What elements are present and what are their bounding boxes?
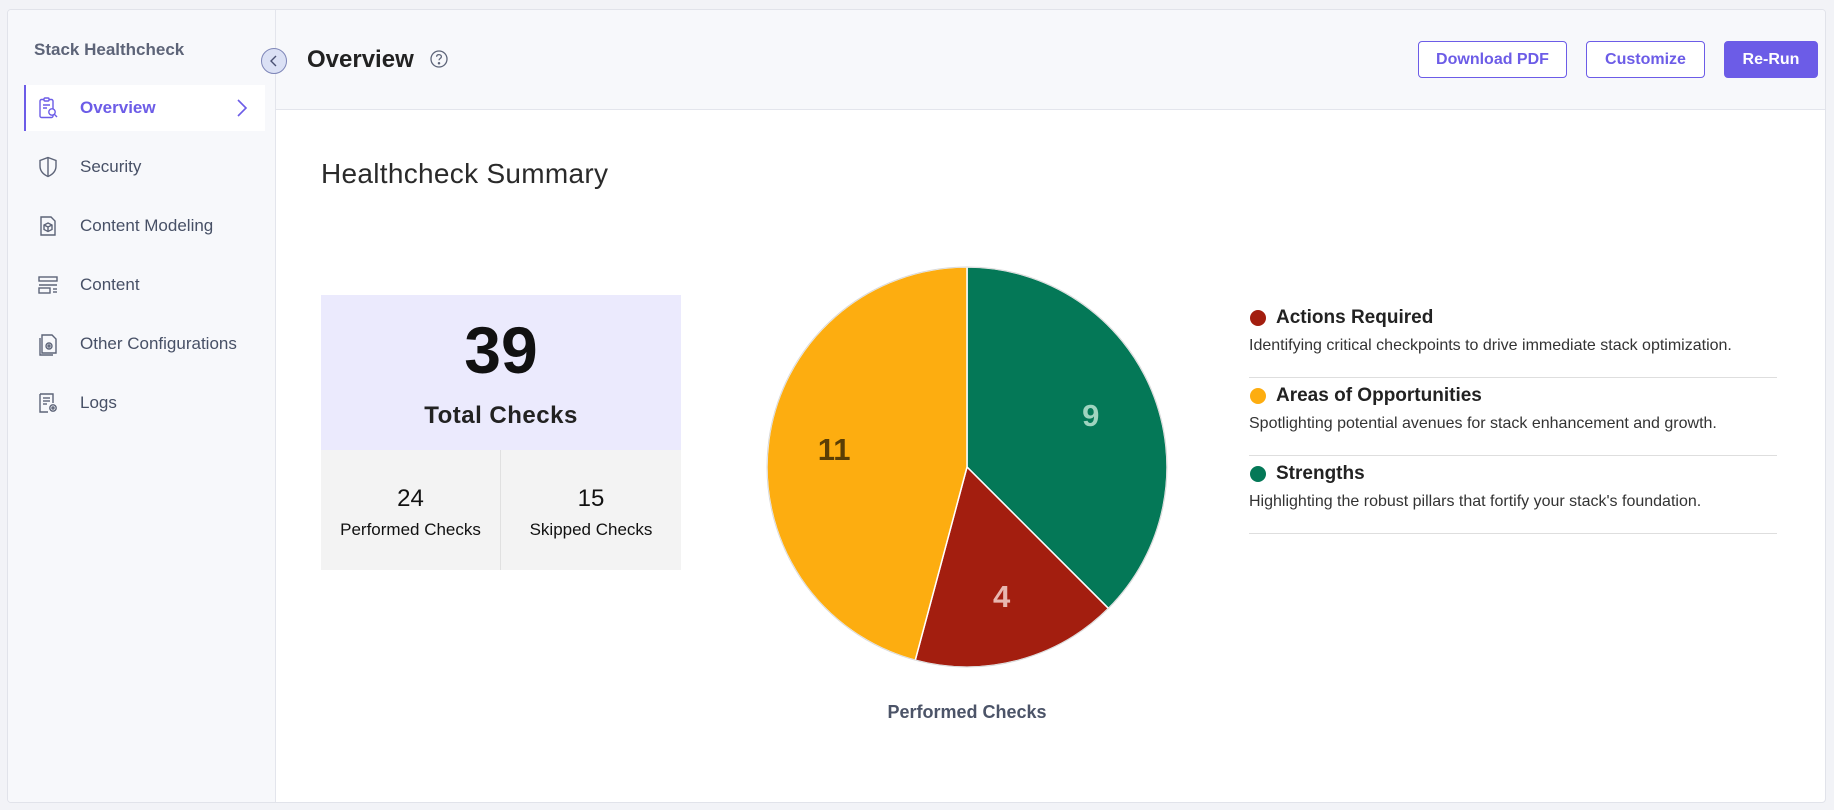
total-checks-label: Total Checks — [424, 402, 578, 429]
skipped-checks-label: Skipped Checks — [529, 520, 653, 539]
sidebar-item-label: Overview — [80, 98, 156, 117]
legend-description: Identifying critical checkpoints to driv… — [1249, 337, 1732, 354]
skipped-checks-card: 15 Skipped Checks — [501, 450, 681, 570]
sidebar-item-label: Content Modeling — [80, 216, 214, 235]
performed-checks-card: 24 Performed Checks — [321, 450, 501, 570]
chart-legend: Actions Required Identifying critical ch… — [1249, 300, 1777, 534]
sidebar: Stack Healthcheck Overview — [8, 10, 276, 802]
legend-item-areas-of-opportunities: Areas of Opportunities Spotlighting pote… — [1249, 378, 1777, 456]
page-title: Overview — [307, 46, 414, 73]
sidebar-item-other-configurations[interactable]: Other Configurations — [24, 321, 265, 367]
legend-title: Areas of Opportunities — [1276, 385, 1482, 406]
customize-button[interactable]: Customize — [1586, 41, 1705, 78]
legend-title: Actions Required — [1276, 307, 1434, 328]
download-pdf-button[interactable]: Download PDF — [1418, 41, 1567, 78]
sidebar-item-label: Logs — [80, 393, 117, 412]
cube-document-icon — [40, 216, 56, 236]
sidebar-nav: Overview Security Content Modeling — [24, 85, 265, 439]
performed-checks-pie-chart: 9 4 11 — [762, 262, 1172, 672]
pie-chart-caption: Performed Checks — [887, 702, 1047, 722]
performed-checks-label: Performed Checks — [340, 520, 481, 539]
summary-title: Healthcheck Summary — [321, 158, 609, 189]
pie-slice-value-label: 4 — [993, 579, 1011, 614]
legend-description: Spotlighting potential avenues for stack… — [1249, 415, 1717, 432]
pie-outline — [766, 266, 1168, 668]
sidebar-item-security[interactable]: Security — [24, 144, 265, 190]
legend-title: Strengths — [1276, 463, 1365, 484]
total-checks-value: 39 — [464, 313, 538, 387]
collapse-sidebar-button[interactable] — [261, 48, 287, 74]
log-settings-icon — [39, 393, 57, 413]
legend-dot-icon — [1250, 310, 1266, 326]
chevron-right-icon — [237, 99, 248, 117]
sidebar-item-logs[interactable]: Logs — [24, 380, 265, 426]
app-window: Stack Healthcheck Overview — [7, 9, 1826, 803]
legend-item-strengths: Strengths Highlighting the robust pillar… — [1249, 456, 1777, 534]
gear-document-icon — [39, 334, 57, 356]
pie-slice-value-label: 9 — [1082, 398, 1099, 433]
total-checks-card: 39 Total Checks — [321, 295, 681, 450]
chevron-left-icon — [270, 55, 277, 67]
legend-description: Highlighting the robust pillars that for… — [1249, 493, 1702, 510]
sidebar-item-label: Content — [80, 275, 140, 294]
question-circle-icon[interactable] — [429, 49, 449, 69]
page-header: Overview Download PDF Customize Re-Run — [276, 10, 1825, 110]
sidebar-title: Stack Healthcheck — [34, 40, 185, 59]
sidebar-item-content-modeling[interactable]: Content Modeling — [24, 203, 265, 249]
pie-slice-value-label: 11 — [818, 432, 851, 467]
legend-dot-icon — [1250, 466, 1266, 482]
clipboard-search-icon — [39, 97, 58, 119]
performed-checks-value: 24 — [397, 485, 424, 512]
sidebar-item-content[interactable]: Content — [24, 262, 265, 308]
sidebar-item-label: Other Configurations — [80, 334, 237, 353]
legend-item-actions-required: Actions Required Identifying critical ch… — [1249, 300, 1777, 378]
legend-dot-icon — [1250, 388, 1266, 404]
pie-chart-svg: 9 4 11 — [766, 266, 1168, 668]
sidebar-item-label: Security — [80, 157, 142, 176]
rerun-button[interactable]: Re-Run — [1724, 41, 1818, 78]
content-list-icon — [38, 276, 58, 294]
sidebar-item-overview[interactable]: Overview — [24, 85, 265, 131]
skipped-checks-value: 15 — [577, 485, 605, 512]
shield-icon — [39, 156, 57, 178]
